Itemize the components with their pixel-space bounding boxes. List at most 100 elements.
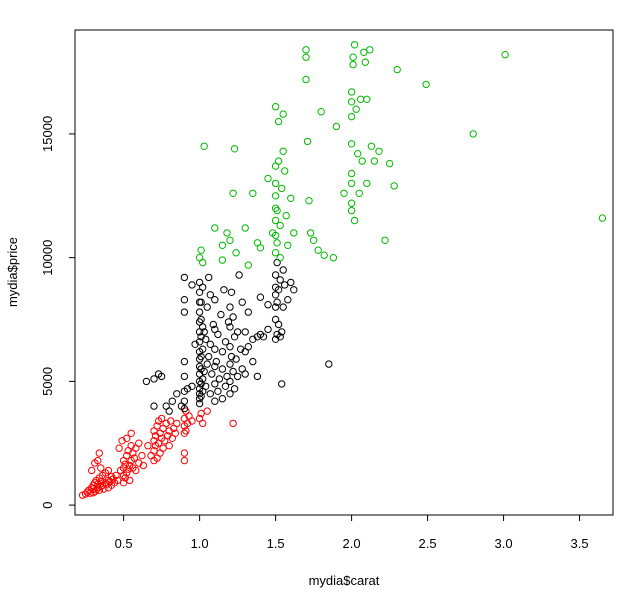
data-point: [150, 437, 158, 445]
data-point: [347, 112, 356, 121]
data-point: [274, 157, 283, 165]
data-point: [197, 392, 205, 400]
data-point: [211, 362, 219, 371]
data-point: [226, 377, 234, 386]
data-point: [284, 296, 292, 304]
data-point: [325, 360, 333, 368]
data-point: [320, 251, 328, 259]
data-point: [126, 476, 134, 485]
data-point: [271, 231, 280, 240]
data-point: [302, 75, 310, 84]
data-point: [233, 328, 242, 336]
data-point: [123, 434, 131, 442]
data-point: [340, 189, 348, 198]
data-point: [211, 397, 219, 405]
data-point: [139, 461, 148, 470]
data-point: [173, 390, 181, 398]
data-point: [217, 310, 225, 319]
data-point: [329, 254, 338, 262]
data-point: [238, 298, 246, 306]
data-point: [224, 318, 233, 326]
data-point: [361, 58, 369, 66]
data-point: [214, 330, 222, 339]
data-point: [197, 298, 205, 306]
data-point: [167, 417, 175, 425]
data-point: [123, 469, 131, 477]
data-point: [278, 184, 286, 193]
data-point: [147, 451, 155, 460]
data-point: [229, 419, 237, 428]
data-point: [195, 308, 204, 316]
data-point: [157, 372, 166, 381]
data-point: [347, 88, 356, 96]
data-point: [116, 466, 125, 475]
data-point: [180, 273, 189, 282]
data-point: [195, 338, 204, 346]
data-point: [203, 407, 211, 415]
data-point: [206, 340, 215, 348]
x-tick-label: 2.0: [343, 536, 361, 551]
data-point: [271, 271, 280, 279]
data-point: [309, 236, 318, 245]
data-point: [135, 439, 143, 447]
data-point: [332, 122, 341, 131]
data-point: [173, 419, 181, 428]
data-point: [130, 454, 139, 462]
data-point: [422, 80, 430, 89]
data-point: [501, 51, 509, 59]
data-point: [354, 150, 362, 158]
data-point: [271, 249, 280, 257]
data-point: [469, 130, 477, 138]
data-point: [211, 380, 219, 388]
data-point: [271, 103, 280, 111]
data-point: [218, 256, 227, 264]
data-point: [162, 419, 170, 428]
data-point: [112, 471, 120, 480]
data-point: [264, 301, 272, 309]
data-point: [211, 345, 219, 353]
data-point: [347, 199, 356, 207]
data-point: [279, 303, 287, 311]
data-point: [221, 382, 230, 390]
data-point: [279, 110, 287, 118]
data-point: [199, 419, 207, 428]
data-point: [355, 189, 363, 198]
data-point: [229, 313, 237, 321]
data-point: [264, 174, 272, 183]
data-point: [221, 338, 230, 346]
data-point: [357, 95, 365, 104]
data-point: [142, 377, 151, 386]
data-point: [393, 65, 401, 74]
data-point: [347, 169, 356, 178]
data-point: [375, 147, 383, 156]
data-point: [287, 278, 295, 287]
y-tick-label: 5000: [40, 367, 55, 396]
data-point: [241, 370, 249, 378]
data-point: [171, 429, 180, 437]
data-point: [132, 466, 140, 475]
data-point: [235, 271, 243, 279]
data-point: [259, 333, 268, 341]
data-point: [223, 229, 231, 237]
y-axis-title: mydia$price: [5, 237, 20, 307]
data-point: [202, 382, 210, 390]
data-point: [271, 179, 280, 188]
data-point: [165, 442, 173, 450]
data-point: [88, 466, 96, 475]
data-point: [197, 246, 205, 254]
data-point: [226, 303, 234, 311]
data-point: [206, 390, 215, 398]
data-point: [168, 397, 177, 405]
data-point: [232, 355, 240, 363]
data-point: [180, 308, 189, 316]
data-point: [347, 140, 356, 148]
data-point: [363, 179, 371, 188]
data-point: [249, 357, 257, 366]
x-tick-label: 3.5: [571, 536, 589, 551]
data-point: [273, 298, 281, 306]
data-point: [366, 46, 374, 54]
x-axis-title: mydia$carat: [309, 573, 380, 588]
data-point: [180, 296, 189, 304]
data-point: [276, 221, 284, 230]
